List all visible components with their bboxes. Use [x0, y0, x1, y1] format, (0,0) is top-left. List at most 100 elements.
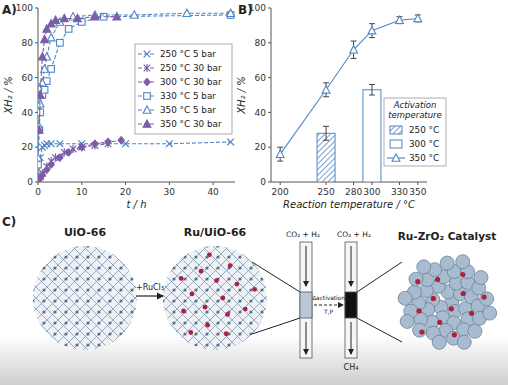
sphere-bg — [33, 246, 137, 350]
framework-node — [172, 310, 175, 313]
framework-node — [194, 255, 197, 258]
framework-node — [183, 277, 186, 280]
point — [113, 13, 121, 20]
framework-node — [53, 299, 56, 302]
framework-node — [130, 277, 133, 280]
framework-node — [75, 277, 78, 280]
panel-title: A) — [2, 3, 17, 17]
ru-particle — [243, 307, 248, 312]
x-tick-label: 350 — [409, 187, 426, 197]
point — [78, 143, 85, 151]
error-bar — [396, 17, 402, 24]
framework-node — [183, 332, 186, 335]
framework-node — [119, 277, 122, 280]
framework-node — [227, 321, 230, 324]
framework-node — [238, 332, 241, 335]
ru-particle — [234, 282, 239, 287]
framework-node — [172, 255, 175, 258]
framework-node — [216, 255, 219, 258]
edge-sublabel: T,P — [323, 308, 334, 315]
framework-node — [194, 332, 197, 335]
point — [276, 150, 284, 157]
framework-node — [238, 299, 241, 302]
framework-node — [194, 343, 197, 346]
framework-node — [205, 332, 208, 335]
framework-node — [31, 332, 34, 335]
framework-node — [42, 277, 45, 280]
framework-node — [53, 321, 56, 324]
ru-particle — [437, 320, 442, 325]
framework-node — [260, 343, 263, 346]
legend-key — [390, 140, 402, 148]
framework-node — [194, 321, 197, 324]
ru-particle — [225, 312, 230, 317]
x-tick — [371, 182, 372, 185]
series-line — [39, 17, 117, 130]
ru-particle — [419, 329, 424, 334]
chart-panel: B)020406080100200250280300330350Reaction… — [236, 3, 446, 210]
framework-node — [53, 255, 56, 258]
x-tick — [280, 182, 281, 185]
framework-node — [227, 288, 230, 291]
x-tick — [417, 182, 418, 185]
node-label: Ru-ZrO₂ Catalyst — [398, 230, 497, 242]
point — [38, 53, 46, 60]
point — [227, 139, 234, 146]
y-axis-label: XH₂ / % — [3, 76, 14, 115]
framework-node — [108, 277, 111, 280]
legend-marker — [143, 106, 151, 113]
inlet-label: CO₂ + H₂ — [286, 230, 320, 239]
framework-node — [119, 299, 122, 302]
zro2-grain — [483, 306, 497, 320]
framework-node — [238, 266, 241, 269]
framework-node — [119, 255, 122, 258]
outlet-label: CH₄ — [344, 363, 359, 372]
framework-node — [183, 343, 186, 346]
y-tick — [268, 112, 271, 113]
ru-particle — [452, 332, 457, 337]
ru-particle — [224, 331, 229, 336]
framework-node — [42, 255, 45, 258]
point — [130, 11, 138, 18]
framework-node — [86, 244, 89, 247]
framework-node — [249, 266, 252, 269]
connector — [252, 262, 300, 334]
framework-node — [183, 244, 186, 247]
x-tick-label: 30 — [164, 187, 176, 197]
legend-label: 250 °C — [409, 125, 439, 135]
framework-node — [238, 321, 241, 324]
edge-label: Δactivation — [312, 295, 345, 301]
ru-particle — [416, 308, 421, 313]
ru-particle — [481, 294, 486, 299]
bar — [363, 90, 381, 182]
flow-arrow — [306, 246, 307, 286]
y-tick-label: 100 — [249, 3, 266, 13]
framework-node — [205, 244, 208, 247]
framework-node — [108, 255, 111, 258]
framework-node — [130, 310, 133, 313]
framework-node — [42, 332, 45, 335]
framework-node — [260, 244, 263, 247]
framework-node — [161, 255, 164, 258]
point — [91, 13, 99, 20]
framework-node — [216, 288, 219, 291]
legend: Activationtemperature250 °C300 °C350 °C — [384, 98, 446, 166]
framework-lines — [59, 246, 361, 350]
framework-node — [161, 332, 164, 335]
framework-node — [161, 343, 164, 346]
point — [38, 109, 43, 116]
framework-node — [238, 288, 241, 291]
framework-node — [108, 244, 111, 247]
catalyst-bed — [345, 292, 357, 318]
legend-label: 300 °C — [409, 139, 439, 149]
framework-node — [205, 343, 208, 346]
framework-node — [97, 299, 100, 302]
error-bar — [323, 126, 329, 140]
framework-node — [97, 332, 100, 335]
point — [39, 171, 46, 179]
point — [118, 136, 125, 144]
y-axis-label: XH₂ / % — [236, 76, 247, 115]
framework-node — [249, 299, 252, 302]
y-tick — [268, 42, 271, 43]
framework-node — [31, 255, 34, 258]
